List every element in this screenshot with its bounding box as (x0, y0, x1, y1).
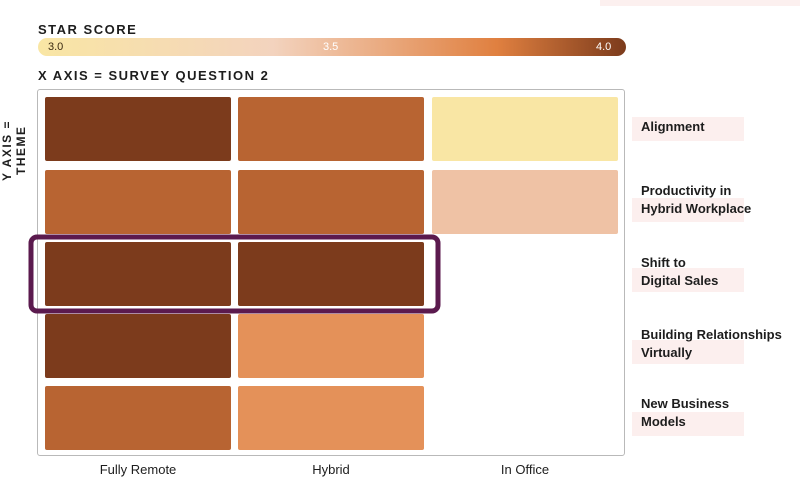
heatmap-cell (45, 170, 231, 234)
row-label-alignment: Alignment (641, 119, 705, 134)
heatmap-cell (45, 314, 231, 378)
row-label-relationships: Building Relationships Virtually (641, 327, 782, 360)
col-label-in-office: In Office (500, 462, 550, 477)
row-label-bg (632, 198, 744, 222)
row-label-bg (632, 268, 744, 292)
row-label-productivity: Productivity in Hybrid Workplace (641, 183, 752, 216)
heatmap-cell (238, 314, 424, 378)
row-label-bg (632, 117, 744, 141)
heatmap-cell (238, 242, 424, 306)
x-axis-title: X AXIS = SURVEY QUESTION 2 (38, 68, 270, 83)
row-label-business-models: New Business Models (641, 396, 730, 429)
col-label-fully-remote: Fully Remote (99, 462, 177, 477)
heatmap-cell (238, 97, 424, 161)
scale-title: STAR SCORE (38, 22, 138, 37)
row-highlight (28, 234, 441, 314)
scale-tick-max: 4.0 (596, 41, 612, 53)
row-label-digital-sales: Shift to Digital Sales (641, 255, 719, 288)
heatmap-cell (45, 242, 231, 306)
col-label-hybrid: Hybrid (312, 462, 350, 477)
scale-tick-mid: 3.5 (323, 41, 339, 53)
row-label-bg (632, 412, 744, 436)
heatmap-cell (432, 97, 618, 161)
row-label-bg (632, 340, 744, 364)
plot-frame (37, 89, 625, 456)
heatmap-cell (45, 97, 231, 161)
heatmap-cell (45, 386, 231, 450)
color-scale-bar: 3.0 3.5 4.0 (38, 38, 626, 56)
heatmap-cell (238, 386, 424, 450)
heatmap-cell (238, 170, 424, 234)
scale-tick-min: 3.0 (48, 41, 64, 53)
heatmap-cell (432, 170, 618, 234)
